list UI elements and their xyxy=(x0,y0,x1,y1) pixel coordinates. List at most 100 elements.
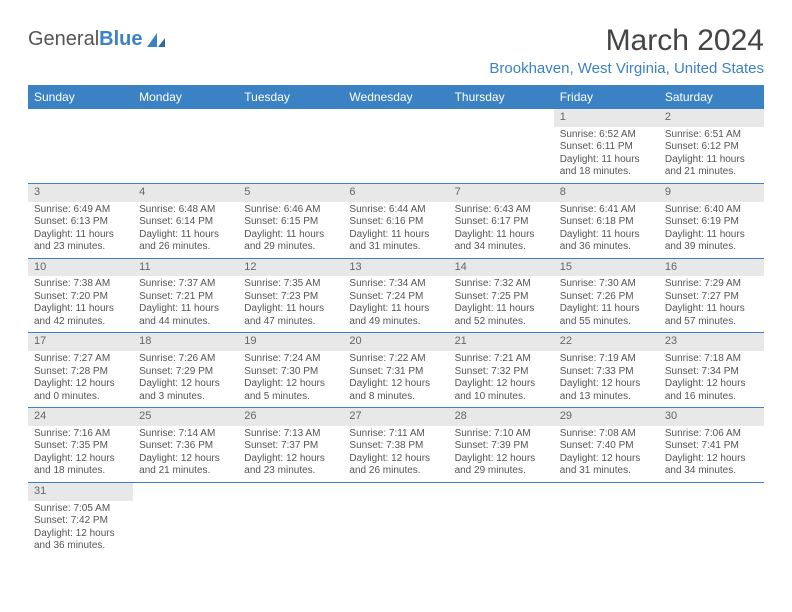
day-details: Sunrise: 7:05 AMSunset: 7:42 PMDaylight:… xyxy=(28,501,133,557)
weekday-header: Tuesday xyxy=(238,85,343,109)
day-detail-line: Sunset: 7:41 PM xyxy=(665,440,758,453)
title-block: March 2024 Brookhaven, West Virginia, Un… xyxy=(489,24,764,77)
day-number: 6 xyxy=(343,184,448,202)
day-detail-line: and 31 minutes. xyxy=(560,465,653,478)
day-details: Sunrise: 7:19 AMSunset: 7:33 PMDaylight:… xyxy=(554,351,659,407)
day-detail-line: Daylight: 12 hours xyxy=(244,378,337,391)
day-detail-line: Daylight: 11 hours xyxy=(560,154,653,167)
day-number: 26 xyxy=(238,408,343,426)
day-detail-line: Sunrise: 7:34 AM xyxy=(349,278,442,291)
day-cell: 11Sunrise: 7:37 AMSunset: 7:21 PMDayligh… xyxy=(133,259,238,333)
day-detail-line: and 5 minutes. xyxy=(244,391,337,404)
day-details xyxy=(133,501,238,507)
day-detail-line: Sunset: 6:12 PM xyxy=(665,141,758,154)
day-detail-line: Sunset: 6:14 PM xyxy=(139,216,232,229)
day-cell: 4Sunrise: 6:48 AMSunset: 6:14 PMDaylight… xyxy=(133,184,238,258)
day-cell: 1Sunrise: 6:52 AMSunset: 6:11 PMDaylight… xyxy=(554,109,659,183)
day-details: Sunrise: 6:49 AMSunset: 6:13 PMDaylight:… xyxy=(28,202,133,258)
day-detail-line: Sunrise: 7:08 AM xyxy=(560,428,653,441)
day-detail-line: Sunset: 7:36 PM xyxy=(139,440,232,453)
day-details: Sunrise: 7:37 AMSunset: 7:21 PMDaylight:… xyxy=(133,276,238,332)
day-cell: 26Sunrise: 7:13 AMSunset: 7:37 PMDayligh… xyxy=(238,408,343,482)
day-details xyxy=(343,127,448,133)
day-number: 15 xyxy=(554,259,659,277)
weekday-header-row: Sunday Monday Tuesday Wednesday Thursday… xyxy=(28,85,764,109)
day-cell: 12Sunrise: 7:35 AMSunset: 7:23 PMDayligh… xyxy=(238,259,343,333)
day-detail-line: Daylight: 12 hours xyxy=(560,378,653,391)
week-row: 3Sunrise: 6:49 AMSunset: 6:13 PMDaylight… xyxy=(28,184,764,259)
day-details xyxy=(28,127,133,133)
day-detail-line: and 26 minutes. xyxy=(349,465,442,478)
day-detail-line: and 55 minutes. xyxy=(560,316,653,329)
day-number: 5 xyxy=(238,184,343,202)
day-detail-line: and 52 minutes. xyxy=(455,316,548,329)
day-details xyxy=(238,501,343,507)
day-number: 8 xyxy=(554,184,659,202)
day-detail-line: Daylight: 11 hours xyxy=(665,229,758,242)
day-details: Sunrise: 7:13 AMSunset: 7:37 PMDaylight:… xyxy=(238,426,343,482)
day-number: 13 xyxy=(343,259,448,277)
day-detail-line: Sunset: 6:11 PM xyxy=(560,141,653,154)
day-detail-line: and 49 minutes. xyxy=(349,316,442,329)
day-detail-line: Daylight: 11 hours xyxy=(34,303,127,316)
day-details: Sunrise: 7:21 AMSunset: 7:32 PMDaylight:… xyxy=(449,351,554,407)
day-detail-line: Daylight: 11 hours xyxy=(349,303,442,316)
day-number: 10 xyxy=(28,259,133,277)
day-cell: 6Sunrise: 6:44 AMSunset: 6:16 PMDaylight… xyxy=(343,184,448,258)
location-text: Brookhaven, West Virginia, United States xyxy=(489,60,764,77)
day-detail-line: and 23 minutes. xyxy=(34,241,127,254)
day-detail-line: Sunset: 7:35 PM xyxy=(34,440,127,453)
day-detail-line: Sunset: 7:23 PM xyxy=(244,291,337,304)
day-number: 17 xyxy=(28,333,133,351)
day-number: 4 xyxy=(133,184,238,202)
day-detail-line: Sunset: 7:39 PM xyxy=(455,440,548,453)
day-detail-line: Daylight: 12 hours xyxy=(34,528,127,541)
day-cell: 20Sunrise: 7:22 AMSunset: 7:31 PMDayligh… xyxy=(343,333,448,407)
day-detail-line: and 23 minutes. xyxy=(244,465,337,478)
day-detail-line: Sunset: 7:29 PM xyxy=(139,366,232,379)
day-detail-line: Daylight: 12 hours xyxy=(455,453,548,466)
day-cell: 2Sunrise: 6:51 AMSunset: 6:12 PMDaylight… xyxy=(659,109,764,183)
logo-text-1: General xyxy=(28,28,99,51)
day-detail-line: Sunrise: 7:24 AM xyxy=(244,353,337,366)
day-details: Sunrise: 7:34 AMSunset: 7:24 PMDaylight:… xyxy=(343,276,448,332)
day-detail-line: Sunrise: 6:44 AM xyxy=(349,204,442,217)
day-cell: 28Sunrise: 7:10 AMSunset: 7:39 PMDayligh… xyxy=(449,408,554,482)
day-detail-line: Daylight: 11 hours xyxy=(665,303,758,316)
day-details xyxy=(343,501,448,507)
day-cell xyxy=(554,483,659,557)
day-detail-line: Sunrise: 7:38 AM xyxy=(34,278,127,291)
day-detail-line: and 10 minutes. xyxy=(455,391,548,404)
weekday-header: Sunday xyxy=(28,85,133,109)
day-detail-line: Sunset: 7:42 PM xyxy=(34,515,127,528)
day-cell: 8Sunrise: 6:41 AMSunset: 6:18 PMDaylight… xyxy=(554,184,659,258)
day-detail-line: Sunset: 7:38 PM xyxy=(349,440,442,453)
day-number: 23 xyxy=(659,333,764,351)
day-detail-line: Sunrise: 6:49 AM xyxy=(34,204,127,217)
day-detail-line: Daylight: 12 hours xyxy=(560,453,653,466)
day-detail-line: Daylight: 11 hours xyxy=(455,303,548,316)
day-details: Sunrise: 7:14 AMSunset: 7:36 PMDaylight:… xyxy=(133,426,238,482)
day-details: Sunrise: 7:30 AMSunset: 7:26 PMDaylight:… xyxy=(554,276,659,332)
day-detail-line: Sunset: 7:34 PM xyxy=(665,366,758,379)
day-number: 27 xyxy=(343,408,448,426)
day-details xyxy=(449,501,554,507)
day-cell: 31Sunrise: 7:05 AMSunset: 7:42 PMDayligh… xyxy=(28,483,133,557)
day-detail-line: Sunrise: 7:26 AM xyxy=(139,353,232,366)
day-detail-line: Daylight: 11 hours xyxy=(560,229,653,242)
day-cell xyxy=(28,109,133,183)
day-detail-line: and 18 minutes. xyxy=(560,166,653,179)
day-detail-line: Sunrise: 7:19 AM xyxy=(560,353,653,366)
day-details: Sunrise: 7:16 AMSunset: 7:35 PMDaylight:… xyxy=(28,426,133,482)
day-detail-line: and 36 minutes. xyxy=(34,540,127,553)
day-cell xyxy=(238,483,343,557)
day-number: 25 xyxy=(133,408,238,426)
day-detail-line: Sunset: 7:27 PM xyxy=(665,291,758,304)
day-cell xyxy=(449,483,554,557)
day-number xyxy=(659,483,764,501)
day-detail-line: Sunrise: 7:10 AM xyxy=(455,428,548,441)
day-detail-line: Daylight: 11 hours xyxy=(139,229,232,242)
day-details: Sunrise: 7:24 AMSunset: 7:30 PMDaylight:… xyxy=(238,351,343,407)
day-cell: 19Sunrise: 7:24 AMSunset: 7:30 PMDayligh… xyxy=(238,333,343,407)
day-cell: 24Sunrise: 7:16 AMSunset: 7:35 PMDayligh… xyxy=(28,408,133,482)
